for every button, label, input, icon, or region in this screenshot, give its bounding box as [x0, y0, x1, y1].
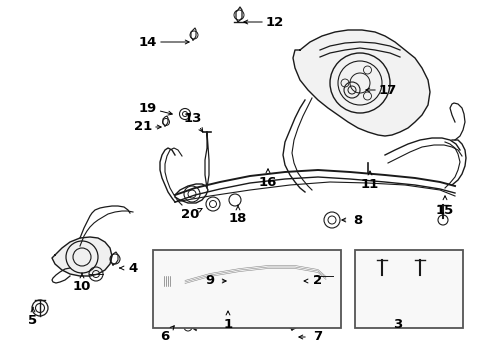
Text: 18: 18 — [228, 211, 246, 225]
Circle shape — [163, 270, 185, 292]
Text: 13: 13 — [183, 112, 202, 125]
Text: 17: 17 — [378, 84, 396, 96]
Text: 16: 16 — [258, 176, 277, 189]
Text: 4: 4 — [128, 261, 137, 274]
Text: 2: 2 — [313, 274, 322, 288]
Text: 5: 5 — [28, 314, 38, 327]
Polygon shape — [52, 237, 112, 276]
Polygon shape — [292, 30, 429, 136]
Text: 1: 1 — [223, 319, 232, 332]
Text: 19: 19 — [139, 102, 157, 114]
Text: 3: 3 — [392, 319, 402, 332]
Text: 12: 12 — [265, 15, 284, 28]
Text: 15: 15 — [435, 203, 453, 216]
Text: 10: 10 — [73, 279, 91, 292]
Polygon shape — [170, 264, 327, 291]
Text: 8: 8 — [353, 213, 362, 226]
Text: 11: 11 — [360, 179, 378, 192]
Text: 6: 6 — [160, 329, 169, 342]
Text: 20: 20 — [181, 208, 199, 221]
Bar — [153, 250, 340, 328]
Text: 21: 21 — [134, 121, 152, 134]
Text: 14: 14 — [139, 36, 157, 49]
Circle shape — [314, 267, 332, 285]
Bar — [354, 250, 462, 328]
Text: 7: 7 — [313, 330, 322, 343]
Text: 9: 9 — [205, 274, 214, 288]
